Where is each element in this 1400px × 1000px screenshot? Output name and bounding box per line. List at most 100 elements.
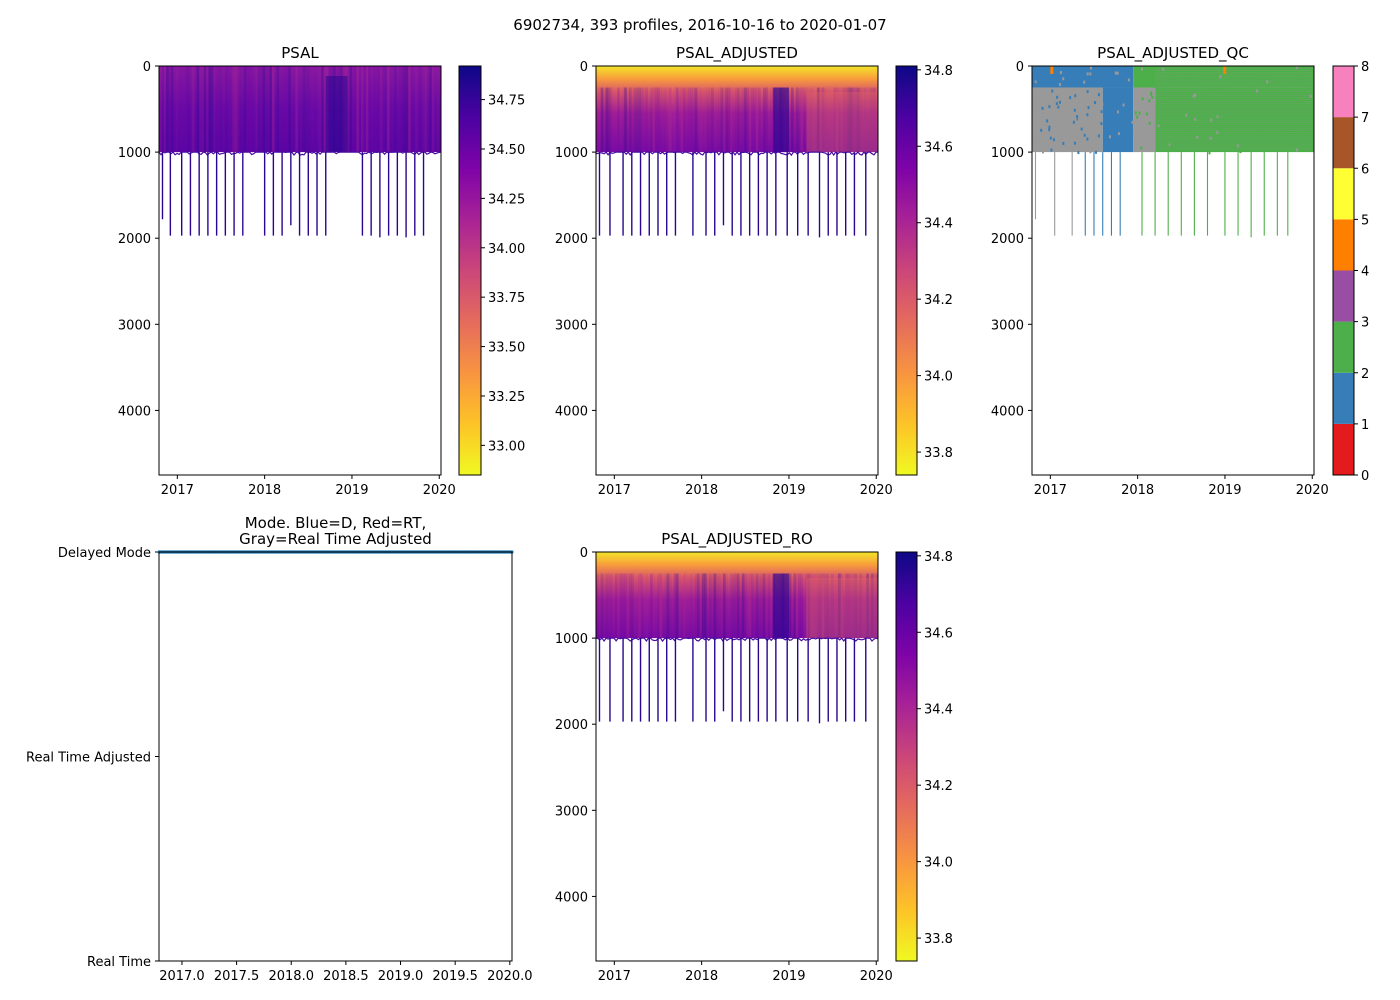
qc-speckle <box>1081 118 1084 122</box>
heatmap-column <box>685 573 688 639</box>
qc-speckle <box>1128 83 1131 87</box>
qc-speckle <box>1249 128 1252 132</box>
heatmap-column <box>659 573 663 639</box>
qc-speckle <box>1209 124 1212 128</box>
heatmap-column <box>692 87 695 153</box>
heatmap-column <box>704 87 707 153</box>
heatmap-column <box>417 66 421 153</box>
qc-speckle <box>1190 148 1193 152</box>
heatmap-column <box>675 87 679 153</box>
heatmap-column <box>761 88 764 153</box>
heatmap-column <box>854 87 858 153</box>
colorbar-frame <box>458 65 482 476</box>
colorbar-tick-label: 1 <box>1361 418 1369 433</box>
qc-speckle <box>1086 72 1089 76</box>
qc-speckle <box>1248 126 1251 130</box>
qc-speckle <box>1224 82 1227 86</box>
qc-speckle <box>1257 71 1260 75</box>
heatmap-column <box>241 66 244 152</box>
heatmap-column <box>737 87 740 153</box>
heatmap-column <box>274 66 277 153</box>
qc-speckle <box>1041 106 1044 110</box>
qc-speckle <box>1034 80 1037 84</box>
heatmap-column <box>682 573 686 639</box>
qc-speckle <box>1194 93 1197 97</box>
qc-speckle <box>1304 119 1307 123</box>
colorbar-segment <box>1333 423 1354 475</box>
heatmap-column <box>401 66 404 153</box>
heatmap-column <box>281 66 284 153</box>
qc-speckle <box>1129 121 1132 125</box>
qc-speckle <box>1100 122 1103 126</box>
heatmap-column <box>795 573 799 639</box>
heatmap-column <box>673 573 677 639</box>
qc-speckle <box>1214 88 1217 92</box>
heatmap-column <box>866 87 869 153</box>
colorbar-segment <box>1333 117 1354 169</box>
heatmap-column <box>257 66 261 153</box>
qc-speckle <box>1098 132 1101 136</box>
qc-speckle <box>1048 141 1051 145</box>
heatmap-column <box>267 66 270 153</box>
qc-speckle <box>1073 105 1076 109</box>
heatmap-column <box>243 66 247 153</box>
qc-speckle <box>1287 126 1290 130</box>
qc-region <box>1133 66 1314 88</box>
colorbar-tick-label: 34.00 <box>488 242 525 257</box>
heatmap-column <box>612 573 616 639</box>
heatmap-column <box>356 66 360 153</box>
heatmap-column <box>307 66 310 153</box>
heatmap-column <box>870 87 874 153</box>
heatmap-column <box>831 573 834 639</box>
heatmap-column <box>725 573 728 639</box>
qc-speckle <box>1206 144 1209 148</box>
heatmap-bottom-edge <box>595 151 878 157</box>
heatmap-column <box>814 573 818 639</box>
heatmap-band <box>806 91 878 153</box>
qc-speckle <box>1221 88 1224 92</box>
heatmap-column <box>720 87 724 153</box>
qc-speckle <box>1249 101 1252 105</box>
x-tick-label: 2017 <box>161 483 194 498</box>
heatmap-column <box>662 574 665 639</box>
qc-speckle <box>1089 72 1092 76</box>
heatmap-column <box>408 66 411 153</box>
qc-speckle <box>1272 126 1275 130</box>
y-tick-label: 3000 <box>118 318 151 333</box>
heatmap-column <box>648 88 651 153</box>
qc-speckle <box>1062 81 1065 85</box>
y-tick-label: 1000 <box>118 146 151 161</box>
plot-area <box>1032 66 1314 238</box>
qc-speckle <box>1123 106 1126 110</box>
heatmap-column <box>316 66 319 152</box>
plot-area <box>158 66 442 238</box>
heatmap-column <box>227 66 230 153</box>
colorbar-segment <box>1333 321 1354 373</box>
qc-speckle <box>1162 136 1165 140</box>
heatmap-column <box>631 88 634 153</box>
heatmap-column <box>596 573 599 639</box>
heatmap-column <box>800 87 804 153</box>
heatmap-column <box>605 573 609 639</box>
heatmap-column <box>821 87 825 153</box>
heatmap-column <box>668 87 672 153</box>
heatmap-column <box>791 573 794 639</box>
qc-speckle <box>1283 86 1286 90</box>
qc-speckle <box>1290 109 1293 113</box>
qc-speckle <box>1216 130 1219 134</box>
chart-psal_qc: 2017 2018 2019 202001000200030004000PSAL_AD… <box>991 44 1369 498</box>
heatmap-column <box>737 573 740 639</box>
heatmap-column <box>845 87 848 153</box>
heatmap-column <box>361 66 364 153</box>
qc-speckle <box>1196 136 1199 140</box>
qc-speckle <box>1219 75 1222 79</box>
qc-speckle <box>1185 142 1188 146</box>
heatmap-column <box>852 573 855 639</box>
chart-mode: 2017.0 2017.5 2018.0 2018.5 2019.0 2019.5 2020… <box>26 514 533 984</box>
qc-speckle <box>1195 77 1198 81</box>
axes-frame-top <box>158 65 442 476</box>
heatmap-column <box>859 87 862 153</box>
heatmap-column <box>288 66 291 153</box>
heatmap-column <box>424 66 428 153</box>
axes-frame-top <box>595 65 879 476</box>
